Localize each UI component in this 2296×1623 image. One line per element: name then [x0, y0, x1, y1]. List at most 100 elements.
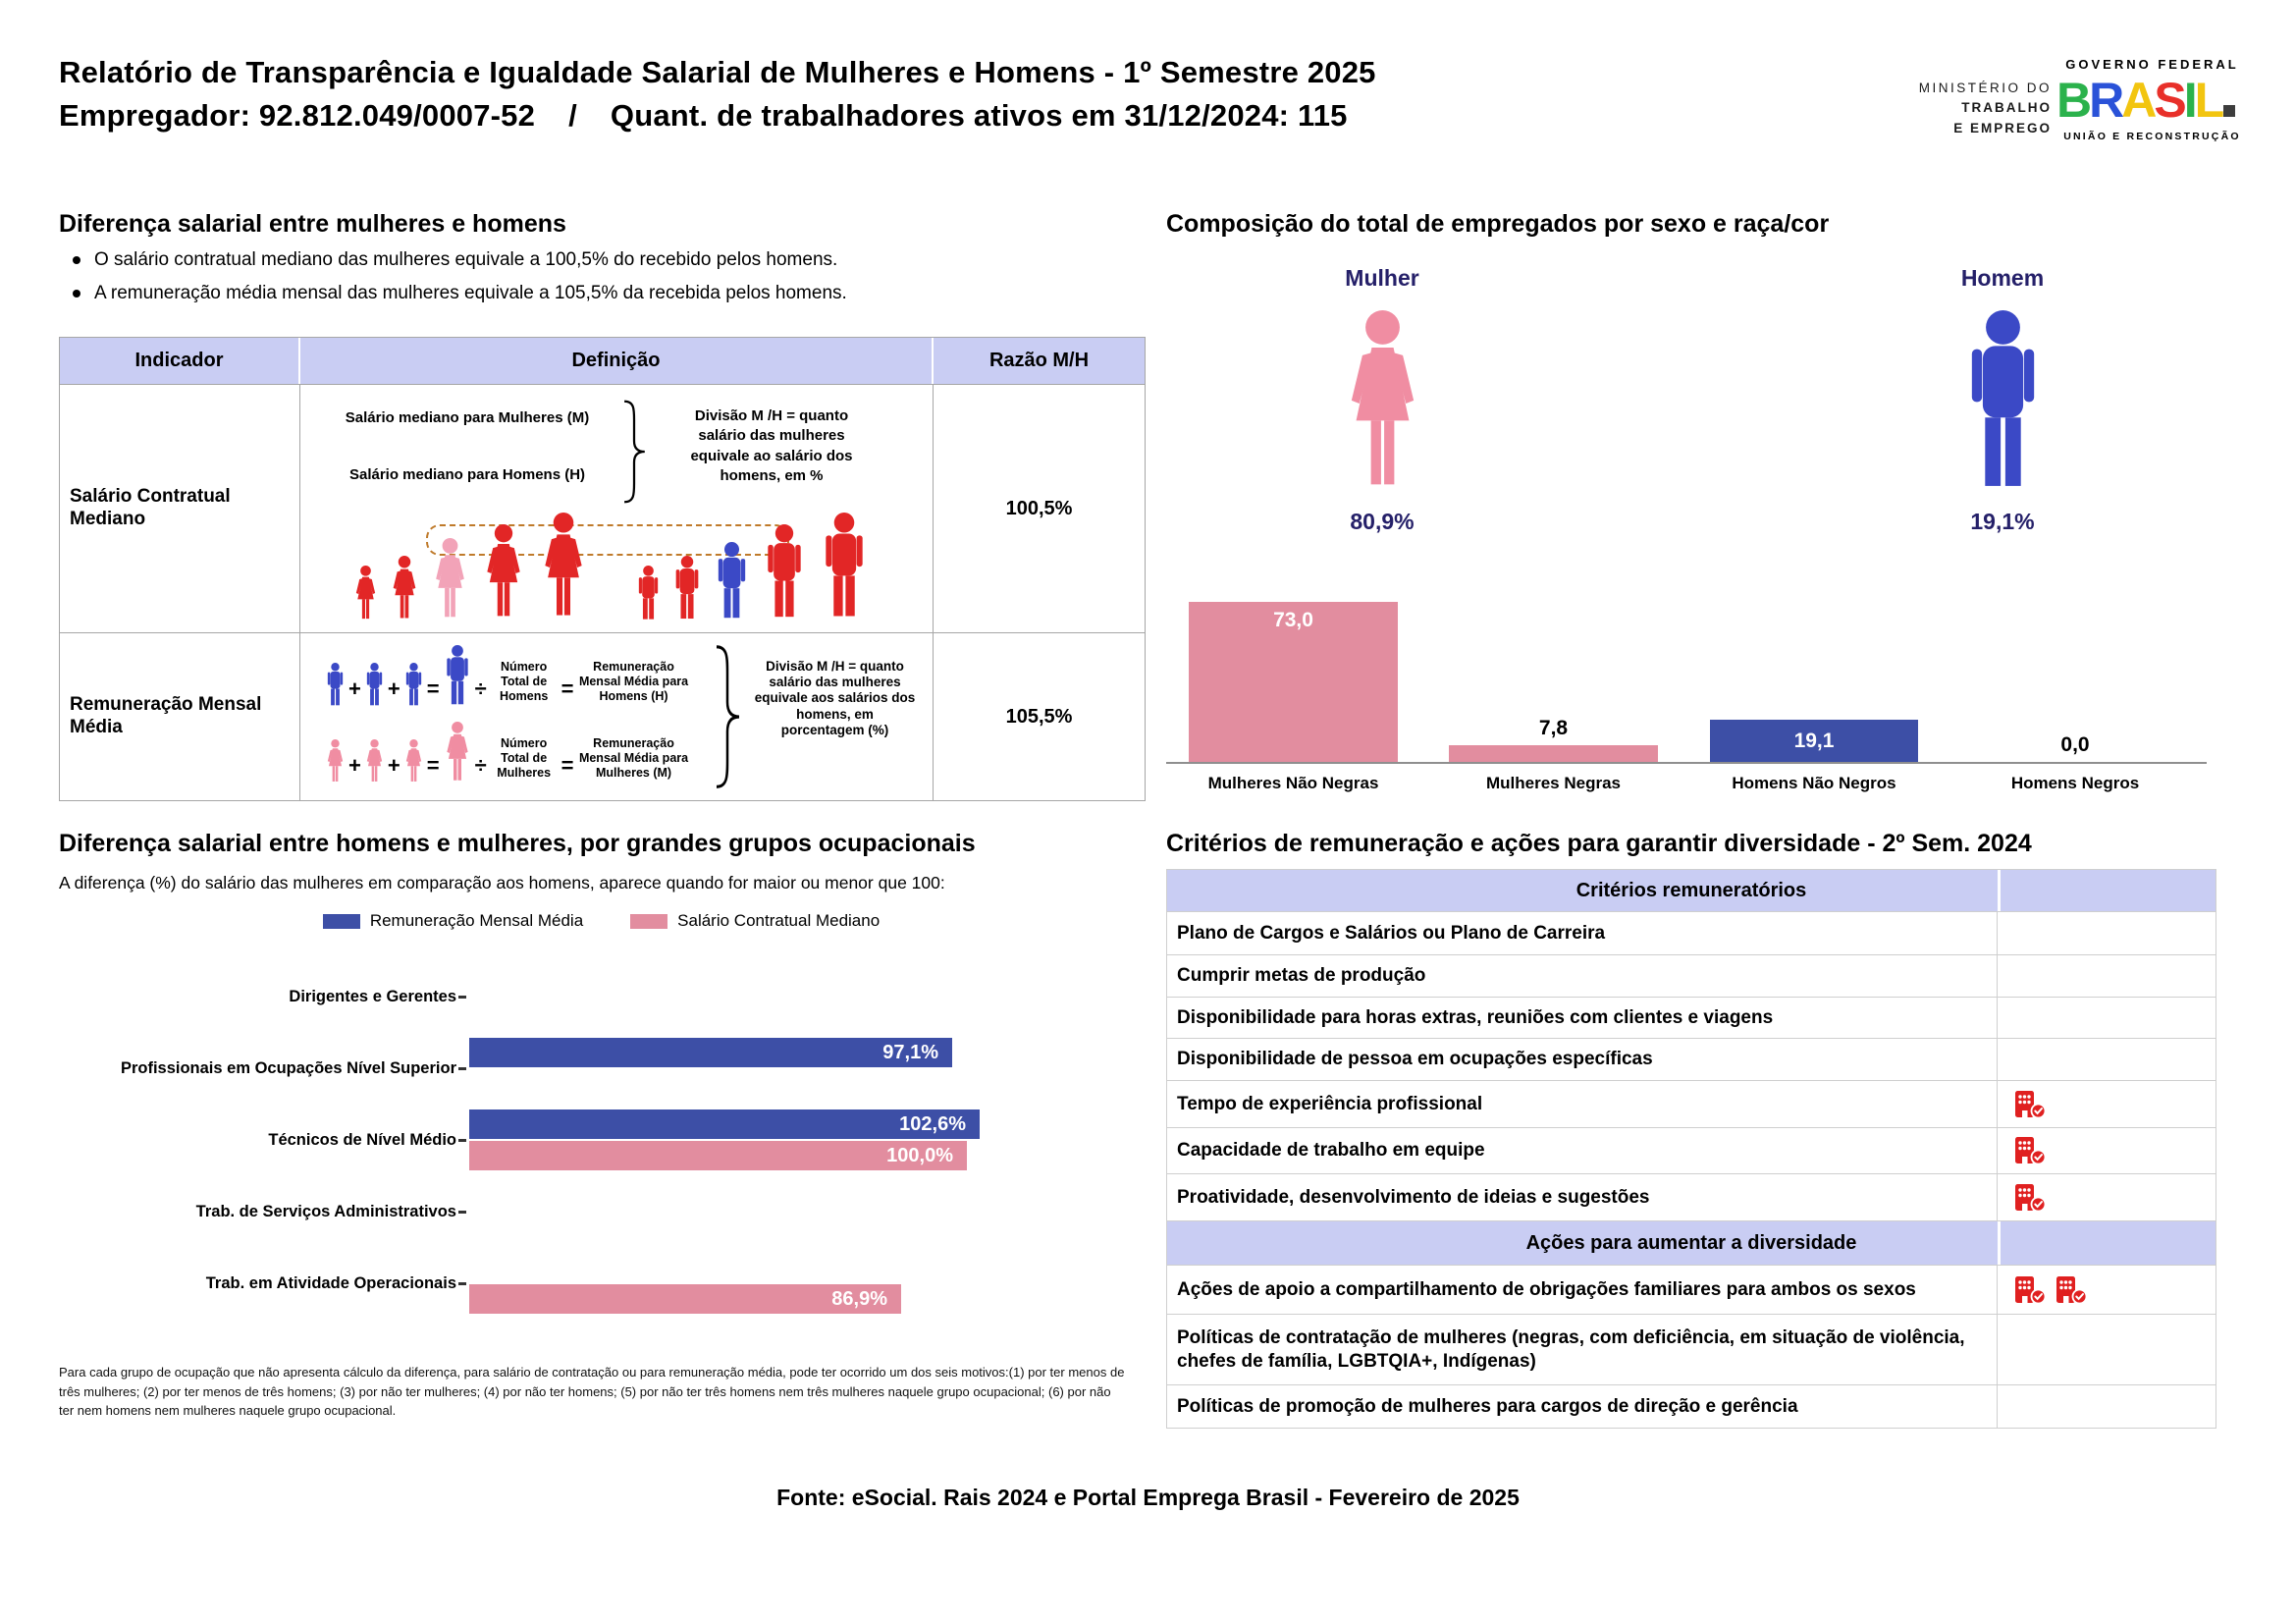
- employer-id: Empregador: 92.812.049/0007-52: [59, 98, 536, 133]
- composition-bar-value: 19,1: [1793, 730, 1835, 752]
- male-figure-icon: [1971, 310, 2035, 486]
- col-header-definicao: Definição: [300, 338, 934, 384]
- female-label: Mulher: [1345, 265, 1419, 291]
- occupation-category-label: Trab. em Atividade Operacionais: [205, 1274, 456, 1292]
- composition-bar: [1710, 720, 1918, 762]
- criteria-label: Disponibilidade de pessoa em ocupações e…: [1167, 1039, 1998, 1080]
- criteria-row: Políticas de contratação de mulheres (ne…: [1167, 1314, 2216, 1384]
- female-figure-icon: [487, 524, 520, 617]
- occupation-chart-footnote: Para cada grupo de ocupação que não apre…: [59, 1365, 1125, 1418]
- male-figure-icon: [366, 663, 383, 706]
- male-figure-icon: [638, 566, 659, 620]
- gov-federal-logo: GOVERNO FEDERAL BRASIL UNIÃO E RECONSTRU…: [2056, 57, 2248, 142]
- criteria-check-cell: [1998, 1128, 2216, 1173]
- criteria-label: Tempo de experiência profissional: [1167, 1081, 1998, 1127]
- operator-sign: +: [348, 753, 361, 778]
- legend-swatch: [322, 913, 360, 929]
- mean-women-equation: + + = ÷ Número Total de Mulheres = Remuneração…: [324, 722, 692, 784]
- axis-tick: [458, 1282, 466, 1285]
- bullet-item: A remuneração média mensal das mulheres …: [65, 283, 1086, 304]
- female-figure-icon: [545, 513, 582, 616]
- axis-tick: [458, 1067, 466, 1070]
- mean-men-equation: + + = ÷ Número Total de Homens = Remuneração M…: [324, 645, 692, 708]
- indicator-name: Remuneração Mensal Média: [60, 633, 300, 800]
- occupation-chart-title: Diferença salarial entre homens e mulher…: [59, 830, 976, 857]
- male-label: Homem: [1960, 265, 2045, 291]
- source-footer: Fonte: eSocial. Rais 2024 e Portal Empre…: [776, 1485, 1520, 1510]
- criteria-diversity-header: Ações para aumentar a diversidade: [1167, 1220, 2216, 1265]
- gov-logo-bottom-text: UNIÃO E RECONSTRUÇÃO: [2063, 131, 2241, 142]
- criteria-label: Proatividade, desenvolvimento de ideias …: [1167, 1174, 1998, 1220]
- criteria-label: Políticas de promoção de mulheres para c…: [1167, 1385, 1998, 1428]
- criteria-label: Capacidade de trabalho em equipe: [1167, 1128, 1998, 1173]
- company-check-icon: [2015, 1275, 2047, 1304]
- legend-swatch: [630, 913, 668, 929]
- indicator-table: Indicador Definição Razão M/H Salário Co…: [59, 337, 1146, 801]
- average-label: Remuneração Mensal Média para Homens (H): [578, 660, 689, 703]
- criteria-label: Políticas de contratação de mulheres (ne…: [1167, 1315, 1998, 1384]
- composition-chart: 73,0 Mulheres Não Negras 7,8 Mulheres Negra…: [1158, 589, 2296, 815]
- female-figure-icon: [327, 739, 344, 782]
- company-check-icon: [2015, 1183, 2047, 1212]
- female-percentage: 80,9%: [1350, 509, 1415, 534]
- criteria-check-cell: [1998, 998, 2216, 1038]
- criteria-diversity-rows: Ações de apoio a compartilhamento de obr…: [1167, 1265, 2216, 1428]
- male-figure-icon: [768, 524, 801, 618]
- criteria-row: Cumprir metas de produção: [1167, 954, 2216, 997]
- active-workers-count: Quant. de trabalhadores ativos em 31/12/…: [610, 98, 1348, 133]
- criteria-check-cell: [1998, 912, 2216, 954]
- female-figure-icon: [366, 739, 383, 782]
- average-label: Remuneração Mensal Média para Mulheres (…: [578, 736, 689, 780]
- female-figure-icon: [446, 722, 468, 781]
- subtitle-separator: /: [568, 98, 577, 133]
- occupation-category-label: Técnicos de Nível Médio: [268, 1131, 456, 1149]
- table-row: Remuneração Mensal Média + + = ÷ Número Tota…: [60, 632, 1145, 800]
- male-figure-icon: [718, 542, 746, 619]
- occupation-category-label: Profissionais em Ocupações Nível Superio…: [120, 1059, 456, 1077]
- curly-brace-icon: [716, 645, 740, 788]
- occupation-category-label: Dirigentes e Gerentes: [289, 988, 456, 1005]
- table-row: Salário Contratual Mediano Salário media…: [60, 384, 1145, 632]
- median-definition-cell: Salário mediano para Mulheres (M) Salári…: [300, 385, 934, 632]
- occupation-category-label: Trab. de Serviços Administrativos: [195, 1203, 456, 1220]
- criteria-remuneration-rows: Plano de Cargos e Salários ou Plano de C…: [1167, 911, 2216, 1220]
- composition-category-label: Homens Não Negros: [1732, 774, 1896, 792]
- criteria-check-cell: [1998, 1385, 2216, 1428]
- mean-division-note: Divisão M /H = quanto salário das mulher…: [754, 659, 916, 737]
- composition-bar-value: 73,0: [1273, 609, 1313, 631]
- operator-sign: =: [426, 753, 440, 778]
- criteria-row: Disponibilidade de pessoa em ocupações e…: [1167, 1038, 2216, 1080]
- criteria-check-cell: [1998, 955, 2216, 997]
- indicator-name: Salário Contratual Mediano: [60, 385, 300, 632]
- composition-bar: [1449, 745, 1658, 762]
- salary-diff-title: Diferença salarial entre mulheres e home…: [59, 210, 566, 238]
- count-label: Número Total de Mulheres: [497, 736, 552, 780]
- operator-sign: =: [561, 676, 574, 701]
- male-figure-icon: [405, 663, 421, 706]
- axis-tick: [458, 996, 466, 999]
- bullet-item: O salário contratual mediano das mulhere…: [65, 249, 1086, 271]
- operator-sign: +: [387, 753, 400, 778]
- criteria-row: Disponibilidade para horas extras, reuni…: [1167, 997, 2216, 1038]
- ratio-value: 100,5%: [1005, 497, 1073, 519]
- occupation-bar: 100,0%: [469, 1141, 967, 1170]
- composition-category-label: Homens Negros: [2010, 774, 2140, 792]
- male-figure-icon: [675, 556, 699, 620]
- company-check-icon: [2015, 1137, 2047, 1165]
- ministry-line3: E EMPREGO: [1953, 120, 2052, 135]
- legend-item: Salário Contratual Mediano: [630, 911, 880, 931]
- male-figure-icon: [446, 645, 468, 705]
- criteria-row: Proatividade, desenvolvimento de ideias …: [1167, 1173, 2216, 1220]
- col-header-indicador: Indicador: [60, 338, 300, 384]
- occupation-bar-value: 97,1%: [882, 1041, 938, 1063]
- criteria-row: Plano de Cargos e Salários ou Plano de C…: [1167, 911, 2216, 954]
- curly-brace-icon: [624, 400, 645, 504]
- composition-bar-value: 0,0: [2060, 733, 2090, 756]
- header-divider: [1998, 870, 2001, 911]
- count-label: Número Total de Homens: [499, 660, 549, 703]
- criteria-check-cell: [1998, 1266, 2216, 1314]
- ratio-value: 105,5%: [1005, 705, 1073, 728]
- composition-category-label: Mulheres Não Negras: [1207, 774, 1379, 792]
- ministry-logo: MINISTÉRIO DO TRABALHO E EMPREGO: [1841, 79, 2052, 138]
- axis-tick: [458, 1139, 466, 1142]
